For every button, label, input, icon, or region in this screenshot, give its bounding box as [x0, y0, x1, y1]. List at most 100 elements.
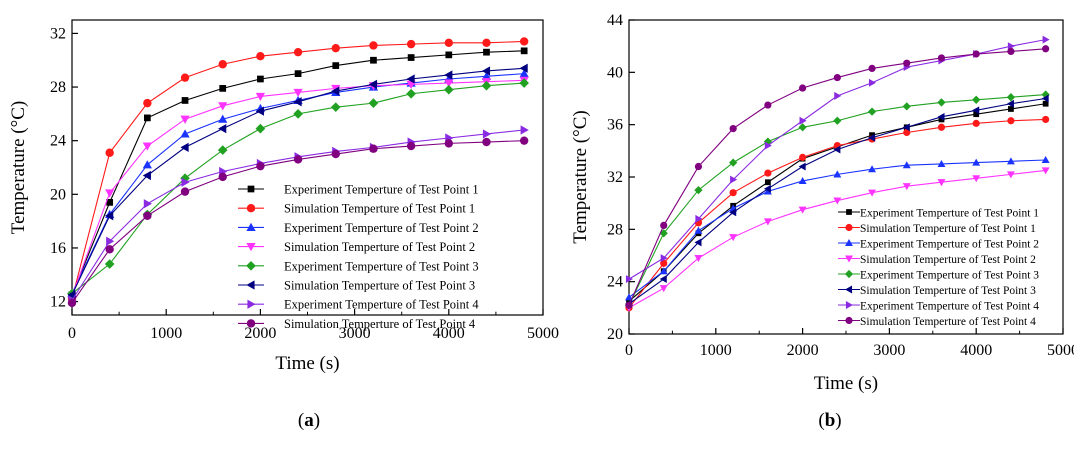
- series-3: [625, 156, 1050, 301]
- data-point: [444, 70, 453, 80]
- data-point: [444, 139, 453, 148]
- data-point: [867, 107, 877, 116]
- data-point: [834, 91, 842, 100]
- data-point: [869, 132, 875, 139]
- data-point: [660, 254, 668, 263]
- data-point: [256, 161, 265, 171]
- data-point: [180, 142, 189, 153]
- data-point: [694, 255, 703, 263]
- data-point: [660, 221, 668, 230]
- data-point: [833, 197, 842, 205]
- data-point: [868, 78, 876, 87]
- data-point: [482, 137, 491, 147]
- legend-label: Simulation Temperture of Test Point 1: [860, 223, 1036, 235]
- data-point: [695, 214, 703, 223]
- legend-marker: [247, 185, 255, 193]
- data-point: [937, 179, 946, 187]
- data-point: [293, 88, 303, 98]
- data-point: [625, 293, 633, 301]
- legend-marker: [845, 223, 853, 232]
- legend-marker: [845, 255, 853, 263]
- x-tick-label: 5000: [527, 325, 559, 342]
- data-point: [798, 206, 807, 214]
- data-point: [331, 86, 340, 96]
- legend-label: Simulation Temperture of Test Point 3: [284, 279, 475, 293]
- chart-panel-b: 20 24 28 32 36 40 44 0 1000 2000 3000 4000 5000 Time …: [570, 12, 1074, 431]
- legend-marker: [246, 204, 256, 213]
- data-point: [256, 52, 265, 61]
- legend-item: Simulation Temperture of Test Point 4: [238, 317, 476, 331]
- data-point: [482, 129, 492, 139]
- legend: Experiment Temperture of Test Point 1 Sim…: [838, 208, 1039, 328]
- data-point: [106, 236, 115, 246]
- data-point: [331, 43, 340, 53]
- data-point: [444, 38, 453, 47]
- data-point: [1042, 100, 1049, 107]
- data-point: [369, 144, 378, 153]
- legend-item: Simulation Temperture of Test Point 1: [838, 223, 1036, 235]
- legend-label: Simulation Temperture of Test Point 4: [284, 317, 476, 331]
- legend-item: Experiment Temperture of Test Point 4: [838, 301, 1039, 313]
- data-point: [406, 141, 416, 151]
- legend-marker: [246, 222, 256, 231]
- y-tick-label: 44: [607, 12, 623, 29]
- data-point: [937, 123, 946, 131]
- y-axis-title: Temperature (°C): [8, 101, 29, 234]
- data-point: [105, 211, 114, 221]
- series-line: [71, 50, 525, 296]
- legend-marker: [246, 280, 255, 290]
- data-point: [144, 114, 151, 122]
- legend-label: Simulation Temperture of Test Point 3: [860, 285, 1036, 297]
- data-point: [729, 124, 737, 133]
- panel-label: (a): [298, 410, 320, 431]
- legend-label: Simulation Temperture of Test Point 2: [284, 240, 475, 254]
- data-point: [694, 238, 702, 247]
- data-point: [1007, 117, 1015, 125]
- data-point: [1008, 106, 1014, 112]
- data-point: [833, 73, 841, 82]
- data-point: [937, 98, 946, 107]
- data-point: [143, 199, 152, 209]
- data-point: [799, 116, 807, 125]
- data-point: [218, 102, 228, 111]
- data-point: [833, 170, 842, 178]
- data-point: [730, 175, 738, 184]
- data-point: [833, 116, 842, 125]
- data-point: [972, 106, 980, 115]
- data-point: [659, 285, 668, 293]
- data-point: [903, 128, 911, 137]
- data-point: [445, 51, 453, 59]
- legend-marker: [845, 285, 853, 294]
- data-point: [104, 259, 115, 269]
- data-point: [219, 85, 227, 92]
- data-point: [368, 79, 378, 89]
- data-point: [331, 149, 340, 159]
- data-point: [799, 84, 807, 92]
- legend-label: Experiment Temperture of Test Point 1: [860, 208, 1039, 220]
- legend-label: Simulation Temperture of Test Point 2: [860, 254, 1036, 266]
- legend-marker: [845, 239, 853, 247]
- data-point: [937, 112, 945, 121]
- legend-item: Simulation Temperture of Test Point 3: [838, 285, 1036, 297]
- data-point: [105, 245, 114, 254]
- data-point: [293, 109, 303, 119]
- legend-item: Experiment Temperture of Test Point 1: [838, 208, 1039, 220]
- data-point: [1007, 47, 1015, 56]
- data-point: [1042, 35, 1050, 44]
- data-point: [902, 123, 910, 132]
- data-point: [833, 145, 841, 154]
- x-tick-label: 3000: [873, 342, 905, 359]
- data-point: [217, 145, 228, 155]
- data-point: [332, 62, 340, 69]
- legend-item: Experiment Temperture of Test Point 2: [838, 239, 1039, 251]
- data-point: [407, 54, 415, 61]
- legend-marker: [845, 301, 853, 309]
- data-point: [519, 78, 529, 88]
- legend-item: Simulation Temperture of Test Point 3: [238, 279, 475, 293]
- y-tick-label: 12: [50, 294, 66, 311]
- legend-marker: [844, 269, 854, 279]
- data-point: [763, 184, 771, 193]
- x-tick-label: 4000: [433, 325, 465, 342]
- x-tick-label: 0: [68, 325, 76, 342]
- data-point: [659, 275, 667, 284]
